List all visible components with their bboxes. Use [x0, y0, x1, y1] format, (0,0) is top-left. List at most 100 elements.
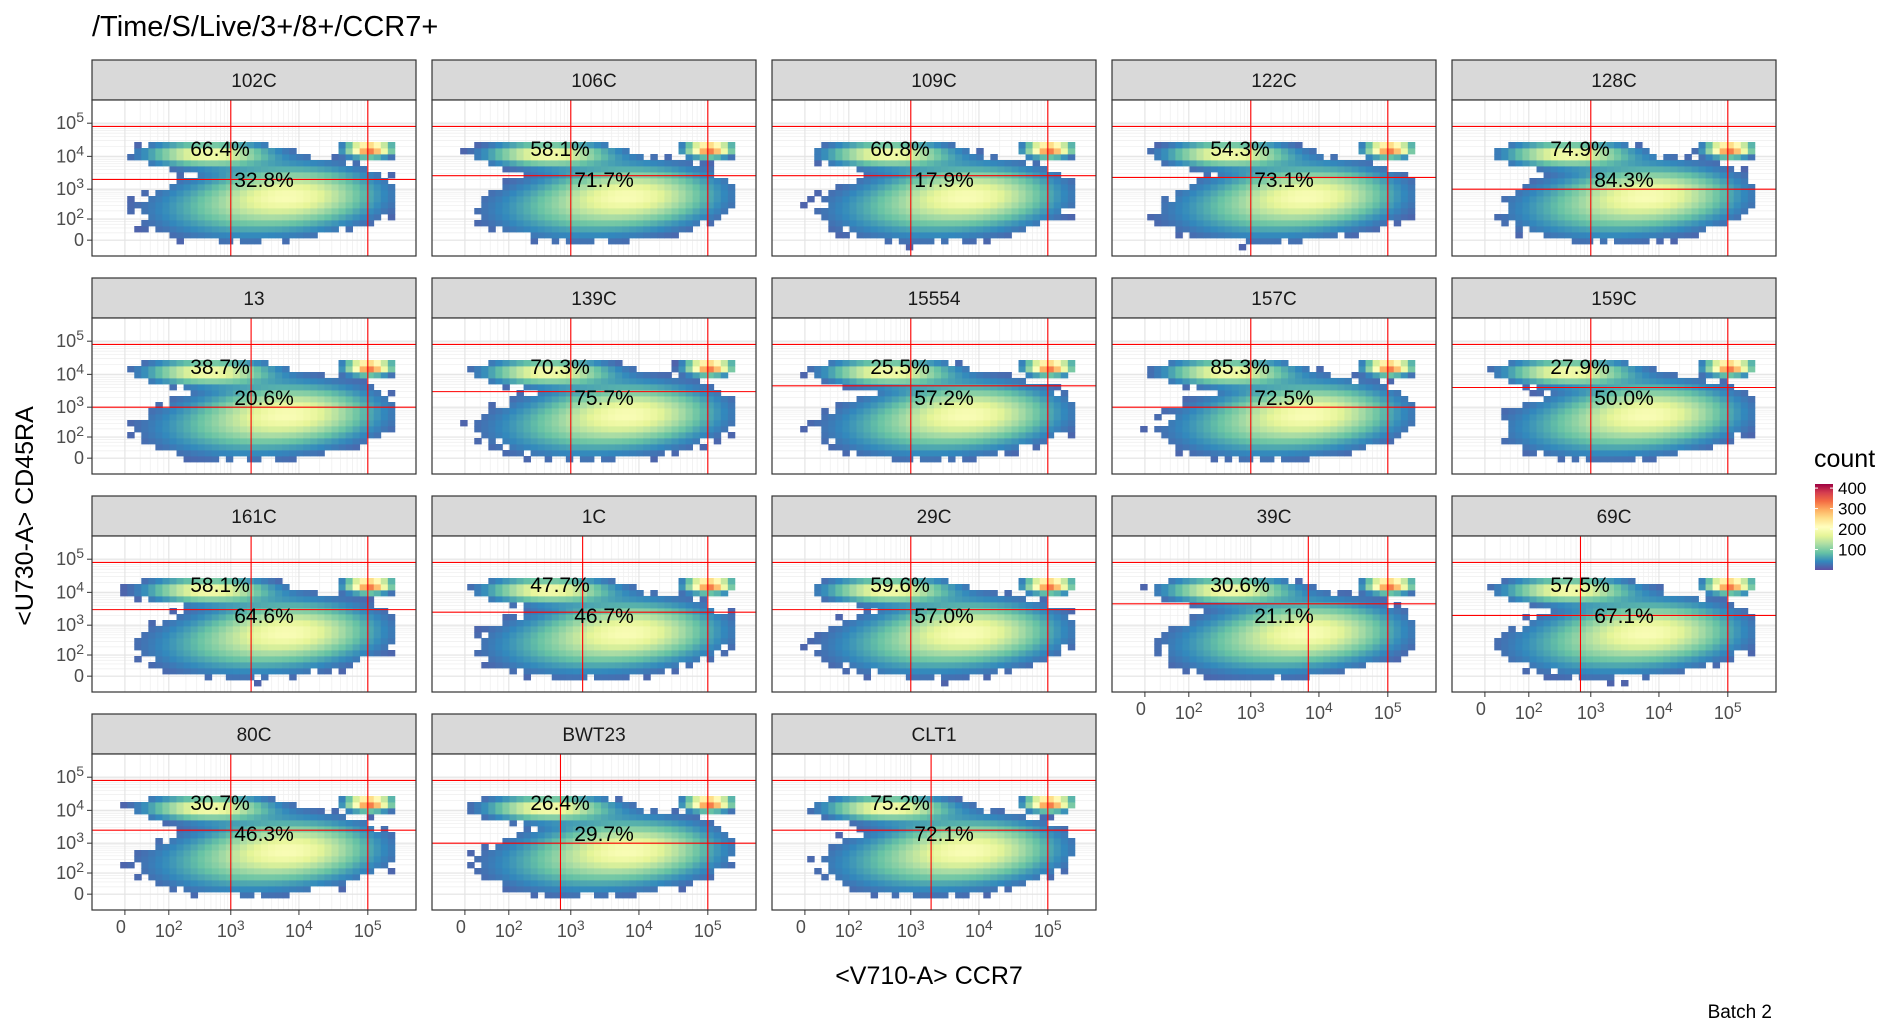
density-cell — [1274, 196, 1282, 203]
density-cell — [359, 214, 368, 221]
density-cell — [678, 372, 686, 379]
density-cell — [1656, 208, 1664, 215]
density-cell — [1011, 438, 1019, 445]
density-cell — [1508, 196, 1516, 203]
density-cell — [225, 372, 234, 379]
density-cell — [1309, 178, 1317, 185]
density-cell — [1740, 172, 1749, 179]
density-cell — [1557, 208, 1566, 215]
density-cell — [1578, 220, 1587, 227]
density-cell — [544, 402, 553, 409]
density-cell — [579, 160, 588, 167]
density-cell — [1614, 238, 1622, 245]
density-cell — [1161, 426, 1169, 433]
density-cell — [204, 142, 213, 149]
density-cell — [976, 408, 984, 415]
density-cell — [1747, 190, 1756, 197]
density-cell — [629, 420, 637, 427]
density-cell — [664, 166, 672, 173]
density-cell — [699, 420, 708, 427]
density-cell — [1161, 214, 1169, 221]
density-cell — [197, 390, 206, 397]
density-cell — [720, 414, 729, 421]
density-cell — [1719, 214, 1728, 221]
density-cell — [955, 208, 963, 215]
density-cell — [1252, 166, 1261, 173]
density-cell — [685, 214, 694, 221]
density-cell — [303, 184, 311, 191]
density-cell — [720, 426, 729, 433]
density-cell — [821, 432, 829, 439]
density-cell — [891, 408, 900, 415]
density-cell — [1238, 142, 1247, 149]
density-cell — [1295, 232, 1303, 239]
density-cell — [1189, 184, 1197, 191]
density-cell — [926, 214, 935, 221]
density-cell — [997, 202, 1005, 209]
density-cell — [962, 426, 970, 433]
density-cell — [352, 160, 361, 167]
density-cell — [990, 408, 998, 415]
density-cell — [1161, 408, 1169, 415]
density-cell — [1351, 220, 1359, 227]
density-cell — [643, 378, 651, 385]
density-cell — [261, 220, 269, 227]
density-cell — [1011, 444, 1019, 451]
density-cell — [1400, 142, 1409, 149]
density-cell — [685, 178, 694, 185]
density-cell — [997, 160, 1005, 167]
density-cell — [1571, 232, 1580, 239]
density-cell — [713, 154, 722, 161]
density-cell — [1323, 190, 1331, 197]
density-cell — [254, 214, 262, 221]
density-cell — [1175, 208, 1183, 215]
density-cell — [296, 420, 304, 427]
density-cell — [502, 378, 510, 385]
density-cell — [898, 220, 907, 227]
density-cell — [1011, 202, 1019, 209]
density-cell — [1217, 172, 1226, 179]
density-cell — [225, 456, 234, 463]
density-cell — [239, 172, 248, 179]
density-cell — [1670, 190, 1678, 197]
density-cell — [134, 420, 142, 427]
density-cell — [1365, 166, 1374, 173]
density-cell — [706, 154, 715, 161]
density-cell — [1705, 184, 1714, 191]
density-cell — [1259, 184, 1268, 191]
density-cell — [671, 444, 679, 451]
density-cell — [481, 420, 489, 427]
density-cell — [1719, 172, 1728, 179]
facet-strip-label: 13 — [243, 289, 264, 310]
density-cell — [586, 178, 595, 185]
density-cell — [254, 190, 262, 197]
density-cell — [1004, 438, 1012, 445]
density-cell — [1663, 154, 1671, 161]
density-cell — [558, 160, 567, 167]
density-cell — [1147, 148, 1155, 155]
density-cell — [1288, 142, 1296, 149]
density-cell — [1004, 444, 1012, 451]
density-cell — [254, 456, 262, 463]
density-cell — [225, 154, 234, 161]
density-cell — [1599, 178, 1608, 185]
density-cell — [1309, 220, 1317, 227]
density-cell — [926, 414, 935, 421]
density-cell — [1288, 220, 1296, 227]
density-cell — [948, 208, 956, 215]
density-cell — [891, 444, 900, 451]
density-cell — [664, 160, 672, 167]
density-cell — [303, 232, 311, 239]
density-cell — [183, 450, 192, 457]
density-cell — [366, 172, 375, 179]
density-cell — [983, 220, 991, 227]
density-cell — [1515, 208, 1523, 215]
density-cell — [331, 154, 339, 161]
density-cell — [877, 432, 886, 439]
density-cell — [905, 202, 914, 209]
density-cell — [1067, 148, 1076, 155]
density-cell — [884, 154, 893, 161]
density-cell — [692, 432, 701, 439]
density-cell — [706, 160, 715, 167]
density-cell — [1543, 208, 1552, 215]
